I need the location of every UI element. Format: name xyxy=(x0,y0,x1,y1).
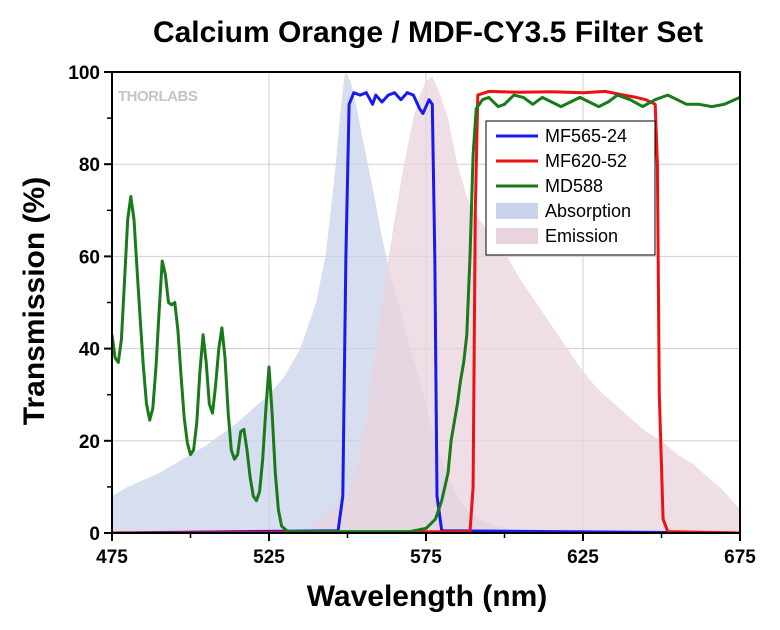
y-tick-label: 100 xyxy=(68,63,100,84)
area-emission xyxy=(300,76,740,533)
legend-label-md588: MD588 xyxy=(545,176,603,196)
plot-area: 475 525 575 625 675 0 20 40 60 80 100 MF565-24 MF620… xyxy=(68,63,756,568)
legend-label-absorption: Absorption xyxy=(545,201,631,221)
chart-title: Calcium Orange / MDF-CY3.5 Filter Set xyxy=(153,16,703,49)
thorlabs-watermark: THORLABS xyxy=(118,88,198,105)
y-tick-label: 60 xyxy=(79,247,100,268)
y-tick-label: 40 xyxy=(79,340,100,361)
y-tick-label: 20 xyxy=(79,432,100,453)
x-axis-title: Wavelength (nm) xyxy=(307,580,548,613)
y-axis-title: Transmission (%) xyxy=(18,177,51,425)
legend-label-emission: Emission xyxy=(545,226,618,246)
series-line-md588 xyxy=(112,93,740,533)
legend-swatch-emission xyxy=(496,228,538,244)
y-tick-label: 80 xyxy=(79,155,100,176)
area-absorption xyxy=(112,72,552,533)
series-line-mf565-24 xyxy=(112,91,740,533)
legend-swatch-absorption xyxy=(496,203,538,219)
legend-label-mf620-52: MF620-52 xyxy=(545,151,627,171)
x-tick-label: 575 xyxy=(410,547,442,568)
x-tick-label: 525 xyxy=(253,547,285,568)
x-tick-label: 475 xyxy=(96,547,128,568)
x-tick-label: 675 xyxy=(724,547,756,568)
x-tick-label: 625 xyxy=(567,547,599,568)
series-line-mf620-52 xyxy=(112,89,740,533)
y-tick-label: 0 xyxy=(89,524,100,545)
legend-label-mf565-24: MF565-24 xyxy=(545,126,627,146)
